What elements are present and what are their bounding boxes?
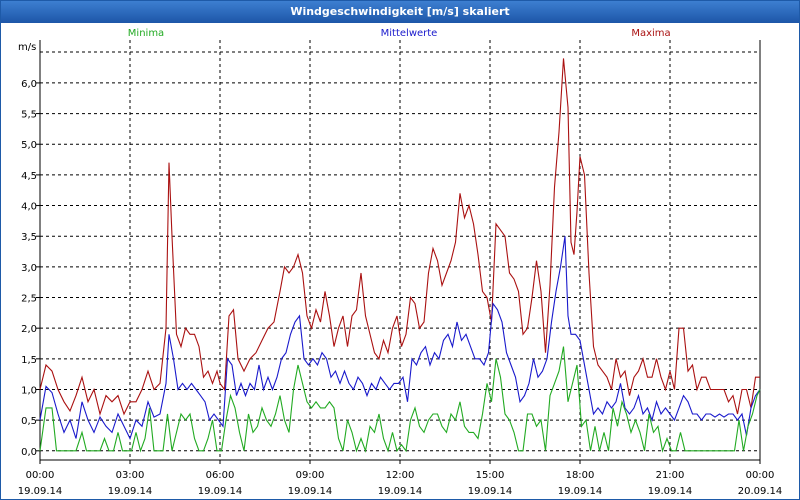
y-tick-label: 4,5	[21, 171, 37, 182]
y-tick-label: 0,0	[21, 447, 37, 458]
y-tick-label: 3,5	[21, 232, 37, 243]
x-tick-time: 21:00	[656, 470, 685, 481]
x-tick-date: 19.09.14	[468, 486, 513, 497]
x-tick-time: 00:00	[26, 470, 55, 481]
x-tick-date: 19.09.14	[378, 486, 423, 497]
y-tick-label: 0,5	[21, 416, 37, 427]
x-tick-time: 09:00	[296, 470, 325, 481]
x-tick-time: 06:00	[206, 470, 235, 481]
y-tick-label: 5,0	[21, 140, 37, 151]
y-tick-label: 2,5	[21, 294, 37, 305]
x-tick-date: 19.09.14	[198, 486, 243, 497]
legend-entry-minima: Minima	[128, 28, 164, 39]
y-tick-label: 5,5	[21, 110, 37, 121]
x-tick-date: 19.09.14	[648, 486, 693, 497]
x-tick-date: 19.09.14	[288, 486, 333, 497]
y-tick-label: 6,0	[21, 79, 37, 90]
window-title: Windgeschwindigkeit [m/s] skaliert	[1, 1, 799, 23]
x-tick-date: 19.09.14	[558, 486, 603, 497]
y-tick-labels: 0,0 0,5 1,0 1,5 2,0 2,5 3,0 3,5 4,0 4,5 5,0 5,5 6,0	[21, 79, 40, 458]
series	[39, 58, 761, 453]
x-tick-time: 15:00	[476, 470, 505, 481]
series-line-minima	[39, 346, 761, 453]
x-tick-time: 03:00	[116, 470, 145, 481]
series-line-mittelwerte	[39, 236, 761, 440]
legend: Minima Mittelwerte Maxima	[128, 28, 671, 39]
x-tick-date: 20.09.14	[738, 486, 783, 497]
x-tick-date: 19.09.14	[108, 486, 153, 497]
x-tick-time: 00:00	[746, 470, 775, 481]
y-tick-label: 3,0	[21, 263, 37, 274]
grid	[40, 40, 761, 460]
x-tick-time: 12:00	[386, 470, 415, 481]
legend-entry-maxima: Maxima	[631, 28, 670, 39]
series-line-maxima	[39, 58, 760, 417]
y-tick-label: 4,0	[21, 202, 37, 213]
y-axis-label: m/s	[18, 42, 36, 53]
x-tick-time: 18:00	[566, 470, 595, 481]
legend-entry-mittelwerte: Mittelwerte	[381, 28, 438, 39]
x-tick-date: 19.09.14	[18, 486, 63, 497]
y-tick-label: 1,0	[21, 385, 37, 396]
x-tick-labels: 00:00 19.09.14 03:00 19.09.14 06:00 19.09.14 0…	[18, 460, 783, 497]
y-tick-label: 2,0	[21, 324, 37, 335]
y-tick-label: 1,5	[21, 355, 37, 366]
